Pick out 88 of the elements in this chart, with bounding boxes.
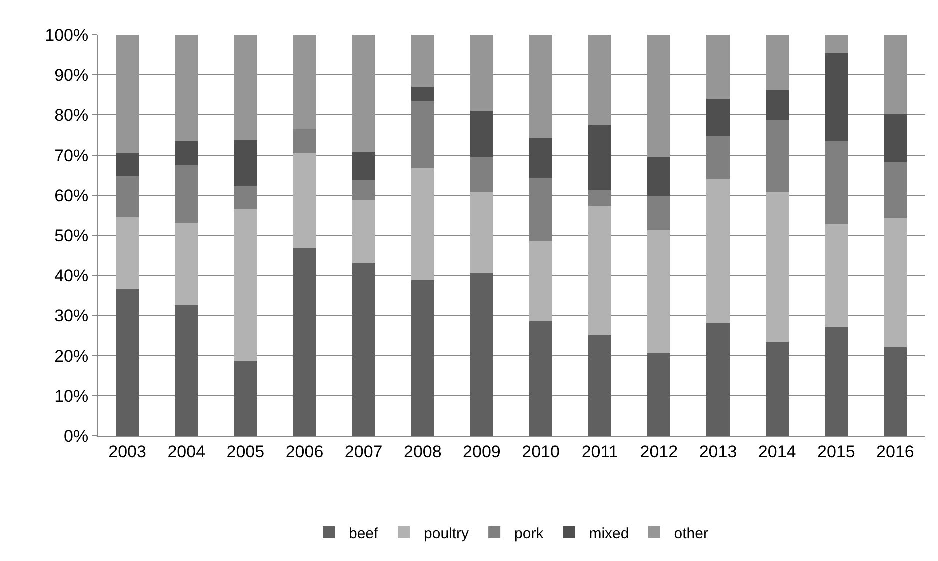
bar xyxy=(293,152,316,248)
x-tick-label: 2015 xyxy=(817,442,856,462)
legend-label: other xyxy=(674,525,708,542)
bar xyxy=(706,99,730,136)
bar xyxy=(411,168,434,280)
x-tick-label: 2005 xyxy=(226,442,265,462)
legend-label: beef xyxy=(349,525,380,542)
y-tick-label: 20% xyxy=(54,346,89,366)
y-tick-label: 10% xyxy=(54,386,89,406)
bar xyxy=(411,35,434,88)
bar xyxy=(116,217,140,290)
x-tick-label: 2010 xyxy=(522,442,560,462)
bar xyxy=(648,353,671,436)
bar xyxy=(411,280,434,436)
y-tick-label: 100% xyxy=(45,26,89,45)
bar xyxy=(648,157,671,196)
bar xyxy=(470,35,494,111)
bar xyxy=(352,152,376,180)
bar xyxy=(470,192,494,274)
x-tick-label: 2008 xyxy=(404,442,442,462)
y-tick-label: 70% xyxy=(54,146,89,166)
bar xyxy=(470,110,494,157)
bar xyxy=(293,248,316,436)
x-tick-label: 2006 xyxy=(286,442,324,462)
bar xyxy=(706,178,730,324)
legend-label: poultry xyxy=(424,525,470,542)
bar xyxy=(116,35,140,153)
bar xyxy=(648,230,671,354)
bar xyxy=(884,35,907,114)
bar xyxy=(530,35,553,138)
bar xyxy=(706,35,730,100)
bar xyxy=(884,347,907,436)
bar xyxy=(352,200,376,264)
bar xyxy=(766,342,789,436)
bar xyxy=(116,289,140,436)
x-tick-label: 2016 xyxy=(876,442,914,462)
x-tick-label: 2009 xyxy=(463,442,501,462)
bar xyxy=(470,273,494,436)
bar xyxy=(470,156,494,192)
bar xyxy=(824,53,848,142)
x-tick-label: 2004 xyxy=(168,442,206,462)
bar xyxy=(352,35,376,152)
y-tick-label: 0% xyxy=(64,426,89,446)
bar xyxy=(293,130,316,153)
bar xyxy=(234,209,258,362)
bar xyxy=(648,196,671,230)
bar xyxy=(293,35,316,130)
bar xyxy=(884,114,907,163)
bar xyxy=(824,224,848,327)
bar xyxy=(588,124,612,191)
y-tick-label: 60% xyxy=(54,186,89,206)
bar xyxy=(175,306,198,436)
bar xyxy=(648,35,671,158)
y-tick-label: 90% xyxy=(54,66,89,86)
y-tick-label: 40% xyxy=(54,266,89,286)
bar xyxy=(824,35,848,54)
bar xyxy=(234,140,258,186)
bar xyxy=(530,322,553,436)
bar xyxy=(234,35,258,140)
bar xyxy=(116,152,140,177)
bar xyxy=(766,90,789,120)
bar xyxy=(530,138,553,178)
x-tick-label: 2012 xyxy=(640,442,678,462)
bar xyxy=(824,326,848,436)
bar xyxy=(588,335,612,436)
x-tick-label: 2014 xyxy=(758,442,796,462)
y-tick-label: 80% xyxy=(54,106,89,126)
bar xyxy=(588,35,612,125)
y-tick-label: 30% xyxy=(54,306,89,326)
x-tick-label: 2003 xyxy=(108,442,146,462)
legend-label: pork xyxy=(514,525,544,542)
bar xyxy=(352,264,376,436)
bar xyxy=(884,218,907,348)
bar xyxy=(175,223,198,306)
x-tick-label: 2007 xyxy=(344,442,383,462)
bar xyxy=(588,206,612,336)
bar xyxy=(175,35,198,142)
bar xyxy=(706,324,730,436)
bar xyxy=(766,192,789,343)
bar xyxy=(411,87,434,102)
bar xyxy=(234,361,258,436)
x-tick-label: 2011 xyxy=(582,442,618,462)
y-tick-label: 50% xyxy=(54,226,89,246)
x-tick-label: 2013 xyxy=(699,442,738,462)
bar xyxy=(175,142,198,166)
legend-label: mixed xyxy=(589,525,630,542)
bar xyxy=(530,241,553,322)
bar xyxy=(766,35,789,90)
